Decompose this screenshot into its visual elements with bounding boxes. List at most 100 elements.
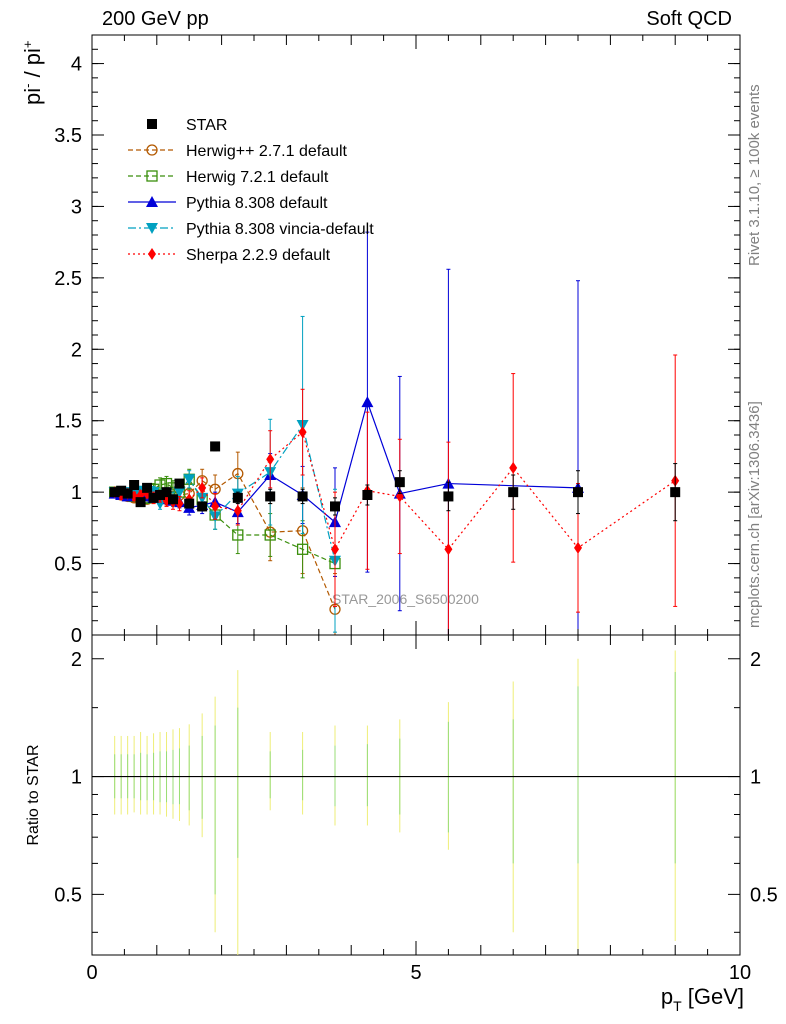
y-tick-label: 1 [71, 482, 82, 504]
rivet-version-label: Rivet 3.1.10, ≥ 100k events [746, 84, 763, 266]
marker [109, 487, 120, 498]
y-tick-label: 3 [71, 196, 82, 218]
marker [210, 441, 221, 452]
marker [146, 144, 158, 156]
legend-label: Herwig 7.2.1 default [186, 169, 329, 186]
y-tick-label: 4 [71, 54, 82, 76]
marker [574, 541, 582, 554]
main-plot: STAR_2006_S6500200 0 0.5 1 1.5 2 2.5 3 3.5 4 STA… [20, 34, 741, 647]
marker [330, 501, 340, 512]
legend-label: STAR [186, 117, 227, 134]
marker [183, 474, 196, 486]
marker [129, 480, 140, 490]
marker [394, 477, 405, 488]
marker [296, 543, 309, 555]
marker [146, 223, 158, 234]
marker [198, 481, 207, 494]
legend-label: Herwig++ 2.7.1 default [186, 143, 348, 160]
marker [264, 529, 276, 541]
y-label-sup-plus: + [20, 40, 35, 48]
x-tick-label: 10 [729, 962, 751, 984]
marker [146, 170, 158, 182]
marker [161, 487, 172, 498]
series-pythia-8-308-vincia-default [108, 315, 341, 633]
marker [174, 478, 185, 489]
legend-item: Sherpa 2.2.9 default [128, 247, 331, 264]
x-tick-label: 0 [86, 962, 97, 984]
collision-label: 200 GeV pp [102, 8, 209, 30]
marker [197, 501, 208, 512]
x-label-p: p [661, 984, 673, 1009]
marker [443, 491, 454, 502]
legend-item: Herwig 7.2.1 default [128, 169, 329, 186]
ratio-plot: 0.5 0.51 12 2 0 5 10 Ratio to STAR pT [GeV] [25, 35, 778, 1014]
ratio-y-tick-label: 2 [71, 649, 82, 671]
marker [670, 487, 681, 498]
x-axis: 0 5 10 [86, 35, 751, 984]
marker [146, 196, 158, 207]
marker [444, 543, 453, 556]
marker [361, 396, 374, 408]
series-line [114, 431, 676, 551]
marker [142, 482, 153, 493]
y-tick-label: 0.5 [54, 554, 82, 576]
legend-item: Herwig++ 2.7.1 default [128, 143, 348, 160]
legend-item: Pythia 8.308 vincia-default [128, 221, 374, 238]
marker [297, 491, 308, 502]
ratio-y-tick-label-right: 1 [750, 767, 761, 789]
x-label-unit: [GeV] [682, 984, 744, 1009]
marker [266, 453, 275, 466]
marker [331, 543, 339, 556]
marker [232, 529, 244, 541]
y-tick-label: 2 [71, 339, 82, 361]
series-line [114, 400, 579, 524]
process-label: Soft QCD [646, 8, 732, 30]
x-axis-label: pT [GeV] [661, 984, 744, 1014]
marker [148, 248, 156, 260]
y-tick-label: 0 [71, 625, 82, 647]
ratio-y-tick-label: 0.5 [54, 884, 82, 906]
y-tick-label: 3.5 [54, 125, 82, 147]
ratio-y-axis: 0.5 0.5 1 1 2 2 [54, 649, 778, 933]
marker [211, 500, 220, 513]
ratio-y-tick-label-right: 0.5 [750, 884, 778, 906]
marker [509, 461, 518, 474]
marker [184, 498, 195, 509]
marker [232, 492, 243, 503]
marker [173, 487, 186, 499]
marker [233, 504, 242, 517]
legend-item: STAR [147, 117, 227, 134]
marker [508, 487, 519, 498]
marker [122, 488, 133, 499]
mcplots-reference-label: mcplots.cern.ch [arXiv:1306.3436] [746, 401, 763, 628]
watermark-text: STAR_2006_S6500200 [332, 591, 479, 607]
series-herwig-2-7-1-default [109, 451, 341, 636]
marker [148, 492, 159, 503]
y-tick-label: 1.5 [54, 411, 82, 433]
marker [362, 490, 373, 500]
x-tick-label: 5 [410, 962, 421, 984]
ratio-y-tick-label: 1 [71, 767, 82, 789]
marker [116, 485, 127, 496]
ratio-bands [92, 650, 740, 955]
ratio-y-tick-label-right: 2 [750, 649, 761, 671]
marker [573, 487, 583, 498]
marker [135, 497, 146, 508]
main-y-axis: 0 0.5 1 1.5 2 2.5 3 3.5 4 [54, 48, 740, 647]
y-label-sup-minus: - [20, 84, 35, 88]
legend: STAR Herwig++ 2.7.1 default Herwig 7.2.1 d… [128, 117, 374, 264]
legend-label: Sherpa 2.2.9 default [186, 247, 331, 264]
legend-label: Pythia 8.308 default [186, 195, 328, 212]
marker [265, 491, 276, 502]
marker [155, 490, 166, 500]
legend-item: Pythia 8.308 default [128, 195, 328, 212]
legend-label: Pythia 8.308 vincia-default [186, 221, 374, 238]
marker [298, 426, 307, 439]
marker [168, 494, 178, 505]
x-label-sub-t: T [673, 998, 682, 1014]
marker [147, 119, 157, 129]
main-y-axis-label: pi- / pi+ [20, 40, 45, 105]
ratio-y-axis-label: Ratio to STAR [25, 744, 42, 845]
y-label-slash: / pi [20, 48, 45, 83]
